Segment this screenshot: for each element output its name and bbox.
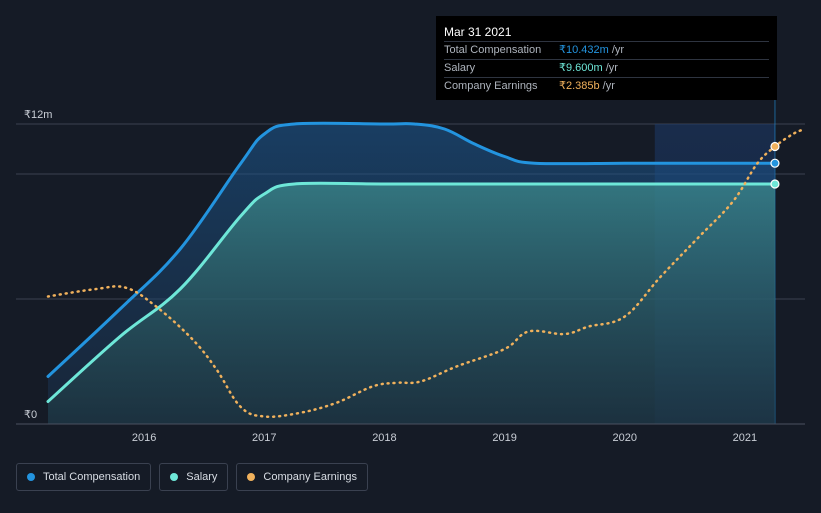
- legend-item-total-compensation[interactable]: Total Compensation: [16, 463, 152, 491]
- tooltip-unit: /yr: [611, 44, 625, 56]
- legend-dot-icon: [170, 473, 179, 481]
- tooltip-value: ₹2.385b: [559, 80, 600, 92]
- company-earnings-marker[interactable]: [770, 141, 780, 152]
- x-tick-label: 2018: [372, 432, 396, 444]
- y-tick-label: ₹12m: [24, 109, 52, 121]
- tooltip-row-salary: Salary ₹9.600m /yr: [444, 59, 769, 77]
- salary-line: [46, 181, 777, 403]
- axes: ₹12m ₹0 2016 2017 2018 2019 2020 2021: [16, 109, 805, 444]
- tooltip-label: Company Earnings: [444, 80, 538, 92]
- y-tick-label: ₹0: [24, 409, 37, 421]
- x-tick-label: 2016: [132, 432, 156, 444]
- tooltip-unit: /yr: [602, 80, 615, 92]
- legend-label: Salary: [186, 471, 218, 483]
- tooltip-value: ₹10.432m: [559, 44, 609, 56]
- tooltip-label: Salary: [444, 62, 476, 74]
- total-compensation-line: [46, 121, 777, 378]
- legend: Total Compensation Salary Company Earnin…: [16, 463, 368, 491]
- tooltip-label: Total Compensation: [444, 44, 542, 56]
- x-tick-label: 2021: [733, 432, 757, 444]
- tooltip: Mar 31 2021 Total Compensation ₹10.432m …: [436, 16, 777, 100]
- series-markers: [770, 141, 780, 189]
- legend-label: Total Compensation: [43, 471, 141, 483]
- legend-label: Company Earnings: [263, 471, 357, 483]
- tooltip-date: Mar 31 2021: [444, 25, 512, 39]
- series-areas: [48, 123, 775, 424]
- legend-item-company-earnings[interactable]: Company Earnings: [236, 463, 368, 491]
- salary-marker[interactable]: [770, 179, 780, 189]
- legend-item-salary[interactable]: Salary: [159, 463, 229, 491]
- tooltip-value: ₹9.600m: [559, 62, 603, 74]
- legend-dot-icon: [27, 473, 35, 481]
- x-tick-label: 2020: [613, 432, 637, 444]
- salary-area: [48, 183, 775, 424]
- total-compensation-marker[interactable]: [770, 158, 780, 168]
- tooltip-unit: /yr: [605, 62, 618, 74]
- legend-dot-icon: [247, 473, 256, 481]
- series-lines: [46, 121, 807, 419]
- x-tick-label: 2019: [492, 432, 516, 444]
- tooltip-row-total-compensation: Total Compensation ₹10.432m /yr: [444, 41, 769, 59]
- tooltip-row-company-earnings: Company Earnings ₹2.385b /yr: [444, 77, 769, 95]
- x-tick-label: 2017: [252, 432, 276, 444]
